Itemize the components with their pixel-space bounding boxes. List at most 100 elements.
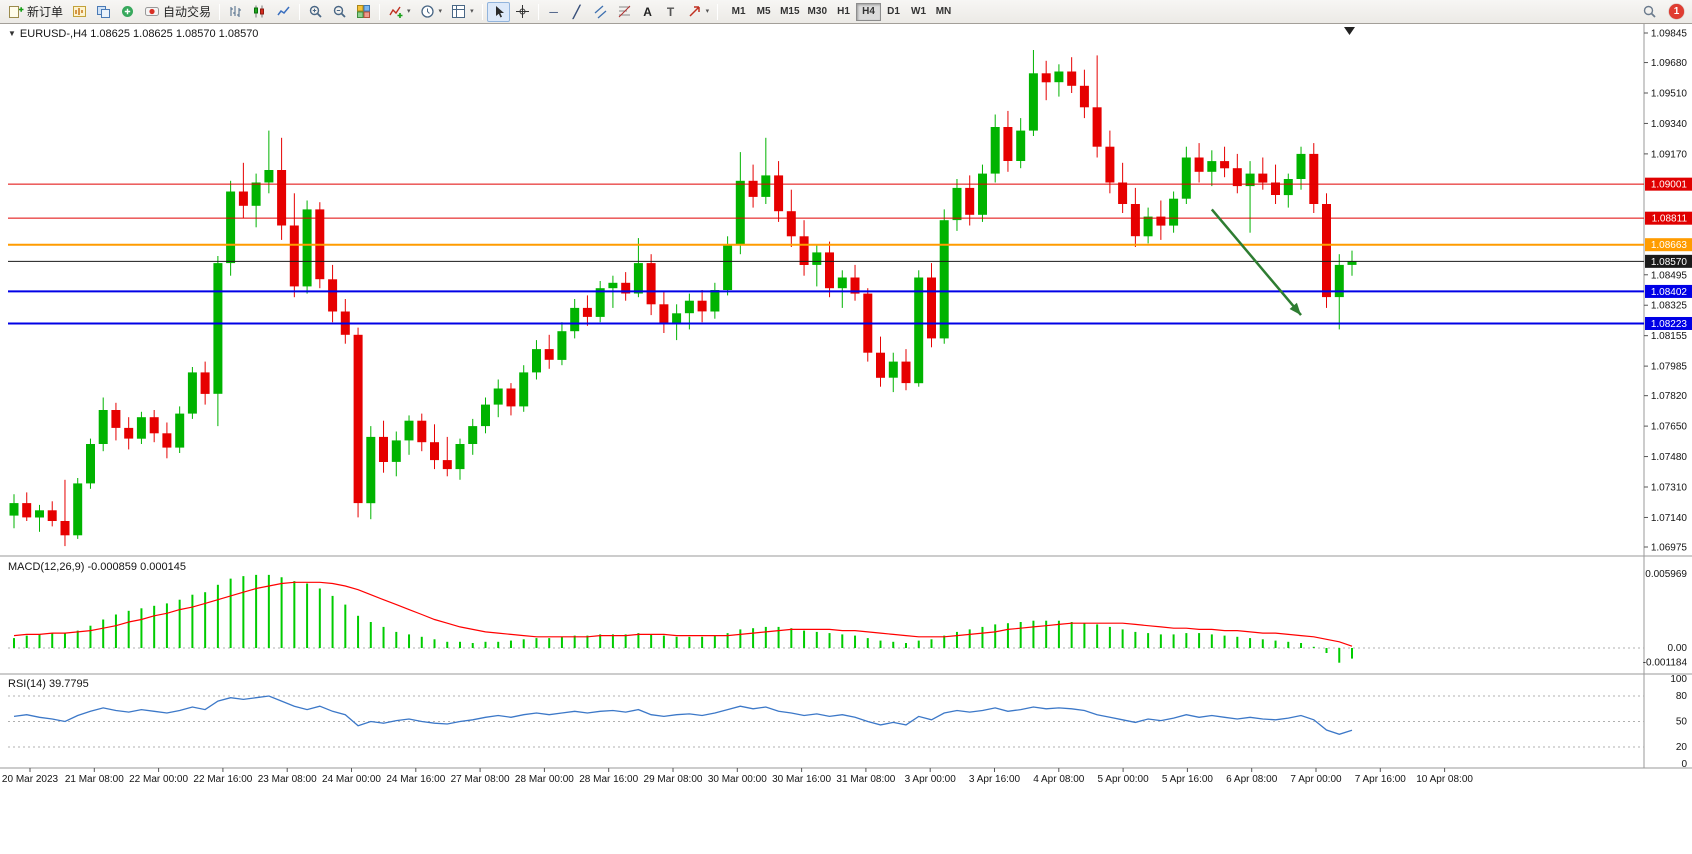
candle-body	[1118, 182, 1128, 204]
label-tool-icon: T	[666, 4, 675, 19]
timeframe-d1-button[interactable]: D1	[887, 6, 900, 17]
chevron-down-icon: ▾	[438, 8, 443, 15]
candle-body	[442, 460, 452, 470]
search-icon	[1642, 4, 1657, 19]
candle-body	[1232, 168, 1242, 187]
candle-body	[289, 225, 299, 287]
candle-body	[812, 252, 822, 265]
candle-body	[595, 288, 605, 317]
autotrading-button[interactable]: 自动交易	[140, 2, 215, 22]
candle-body	[978, 173, 987, 215]
bar-chart-button[interactable]	[224, 2, 247, 22]
candle-body	[1016, 130, 1026, 161]
price-axis-label: 1.09845	[1651, 29, 1688, 40]
axis-layer[interactable]: 1.09001 1.08811 1.08663 1.08570 1.08402 1.082…	[2, 29, 1692, 786]
macd-axis-label: 0.00	[1668, 643, 1688, 654]
timeframe-m1-button[interactable]: M1	[731, 6, 746, 17]
templates-button[interactable]: ▾	[447, 2, 478, 22]
candle-body	[901, 361, 911, 384]
toolbar-separator	[717, 3, 719, 20]
rsi-axis-label: 100	[1670, 674, 1687, 685]
candle-body	[353, 334, 363, 504]
candle-body	[965, 187, 975, 215]
candle-body	[786, 211, 796, 237]
line-chart-button[interactable]	[272, 2, 295, 22]
price-axis-label: 1.09340	[1651, 119, 1688, 130]
candle-body	[86, 444, 95, 484]
candle-body	[990, 127, 1000, 174]
candle-body	[1334, 264, 1344, 298]
notification-badge[interactable]: 1	[1669, 4, 1684, 19]
new-chart-button[interactable]	[68, 2, 91, 22]
trendline-button[interactable]: ╱	[566, 2, 588, 22]
timeframe-m15-button[interactable]: M15	[780, 6, 800, 17]
price-badge-label: 1.08402	[1651, 287, 1688, 298]
fibonacci-button[interactable]	[613, 2, 636, 22]
label-button[interactable]: T	[660, 2, 682, 22]
candle-body	[417, 420, 427, 443]
time-axis-label: 10 Apr 08:00	[1416, 774, 1473, 785]
candle-body	[672, 313, 682, 324]
time-axis-label: 5 Apr 16:00	[1162, 774, 1214, 785]
data-window-button[interactable]	[116, 2, 139, 22]
tile-windows-button[interactable]	[352, 2, 375, 22]
timeframe-m30-button[interactable]: M30	[807, 6, 827, 17]
cursor-button[interactable]	[486, 1, 510, 22]
price-axis-label: 1.09510	[1651, 88, 1688, 99]
candle-body	[200, 372, 210, 394]
time-axis-label: 21 Mar 08:00	[65, 774, 124, 785]
candle-body	[506, 388, 516, 407]
new-order-button[interactable]: 新订单	[4, 2, 67, 22]
text-button[interactable]: A	[637, 2, 659, 22]
indicators-button[interactable]: ▾	[384, 2, 415, 22]
channel-button[interactable]	[589, 2, 612, 22]
indicators-icon	[388, 4, 403, 19]
trend-arrow[interactable]	[1210, 208, 1302, 316]
candle-body	[175, 413, 185, 448]
price-axis-label: 1.08155	[1651, 331, 1688, 342]
candle-body	[1003, 127, 1013, 161]
timeframe-w1-button[interactable]: W1	[911, 6, 926, 17]
fibonacci-icon	[617, 4, 632, 19]
macd-axis-label: -0.001184	[1643, 658, 1688, 669]
candle-body	[1181, 157, 1191, 199]
periods-button[interactable]: ▾	[416, 2, 447, 22]
arrow-layer	[1210, 208, 1302, 316]
profiles-button[interactable]	[92, 2, 115, 22]
rsi-layer	[8, 695, 1644, 748]
timeframe-h1-button[interactable]: H1	[837, 6, 850, 17]
price-badge-label: 1.08223	[1651, 319, 1688, 330]
shift-marker-icon[interactable]	[1344, 27, 1355, 35]
price-badge-label: 1.09001	[1651, 180, 1688, 191]
zoom-in-button[interactable]	[304, 2, 327, 22]
timeframe-m5-button[interactable]: M5	[756, 6, 771, 17]
price-axis-label: 1.07480	[1651, 452, 1688, 463]
candle-body	[481, 404, 490, 427]
candle-body	[430, 442, 439, 461]
timeframe-mn-button[interactable]: MN	[935, 6, 952, 17]
candlestick-chart-button[interactable]	[248, 2, 271, 22]
candle-body	[1322, 204, 1331, 298]
crosshair-icon	[515, 4, 530, 19]
candle-body	[697, 300, 707, 312]
price-badge	[1645, 254, 1692, 268]
search-button[interactable]	[1638, 2, 1661, 22]
zoom-out-button[interactable]	[328, 2, 351, 22]
candle-body	[1207, 161, 1217, 172]
candle-body	[149, 417, 159, 434]
crosshair-button[interactable]	[511, 2, 534, 22]
toolbar-separator	[219, 3, 221, 20]
horizontal-line-button[interactable]: ─	[543, 2, 565, 22]
quick-trade-collapse-icon[interactable]: ▼	[8, 29, 16, 38]
candle-body	[570, 307, 580, 332]
arrows-button[interactable]: ▾	[683, 2, 714, 22]
candle-body	[710, 290, 720, 312]
candle-body	[939, 220, 949, 339]
timeframe-h4-button[interactable]: H4	[856, 2, 881, 21]
trendline-icon: ╱	[572, 4, 581, 19]
price-axis-label: 1.08325	[1651, 301, 1688, 312]
chart-canvas[interactable]: 1.09001 1.08811 1.08663 1.08570 1.08402 1.082…	[0, 24, 1692, 849]
text-tool-icon: A	[643, 4, 652, 19]
templates-icon	[451, 4, 466, 19]
candle-body	[1347, 261, 1357, 265]
